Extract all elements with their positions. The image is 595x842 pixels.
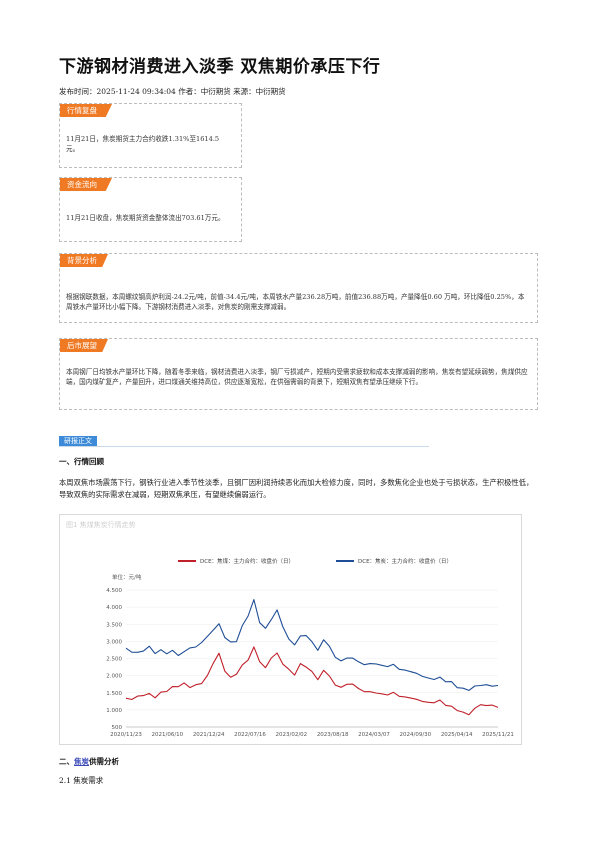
heading-coke-demand: 2.1 焦炭需求 (59, 776, 104, 785)
x-tick-label: 2025/04/14 (441, 732, 473, 738)
review-text: 11月21日，焦炭期货主力合约收跌1.31%至1614.5元。 (66, 135, 220, 153)
outlook-tag: 后市展望 (60, 339, 108, 352)
y-tick-label: 1.000 (106, 708, 122, 714)
outlook-text: 本周钢厂日均铁水产量环比下降，随着冬季来临，钢材消费进入淡季，钢厂亏损减产，短期… (66, 368, 528, 386)
series-line-coke (125, 599, 499, 691)
review-tag: 行情复盘 (60, 104, 112, 117)
chart-title: 图1 焦煤焦炭行情走势 (66, 521, 136, 529)
heading-supply-demand: 二、焦炭供需分析 (59, 756, 119, 767)
x-tick-label: 2023/08/18 (317, 732, 349, 738)
y-tick-label: 1.500 (106, 691, 122, 697)
fund-box: 资金流向 11月21日收盘，焦炭期货资金整体流出703.61万元。 (59, 177, 242, 242)
x-tick-label: 2024/03/07 (358, 732, 390, 738)
chart-svg: 单位：元/吨 4.500 4.000 3.500 3.000 2.500 2.000 1.50… (106, 557, 514, 738)
section-divider (59, 446, 429, 447)
y-tick-label: 4.000 (106, 605, 122, 611)
y-tick-label: 4.500 (106, 588, 122, 594)
y-tick-label: 2.000 (106, 674, 122, 680)
y-tick-label: 3.500 (106, 622, 122, 628)
article-meta: 发布时间：2025-11-24 09:34:04 作者：中衍期货 来源：中衍期货 (59, 87, 286, 96)
y-tick-label: 3.000 (106, 639, 122, 645)
heading-suffix: 供需分析 (89, 757, 119, 766)
y-tick-label: 2.500 (106, 657, 122, 663)
fund-tag: 资金流向 (60, 178, 112, 191)
x-tick-label: 2022/07/16 (234, 732, 266, 738)
article-title: 下游钢材消费进入淡季 双焦期价承压下行 (59, 57, 381, 77)
y-axis-label: 单位：元/吨 (112, 573, 142, 581)
market-review-paragraph: 本周双焦市场震荡下行，钢铁行业进入季节性淡季，且钢厂因利润持续恶化而加大检修力度… (59, 478, 534, 499)
report-section-tag: 研报正文 (59, 436, 97, 447)
background-tag: 背景分析 (60, 254, 108, 267)
fund-text: 11月21日收盘，焦炭期货资金整体流出703.61万元。 (66, 214, 225, 222)
series-line-coking_coal (125, 646, 499, 716)
legend-label-coke: DCE：焦炭：主力合约：收盘价（日） (358, 557, 452, 565)
x-tick-label: 2020/11/23 (110, 732, 142, 738)
background-box: 背景分析 根据钢联数据，本周螺纹钢高炉利润-24.2元/吨，前值-34.4元/吨… (59, 253, 538, 323)
heading-market-review: 一、行情回顾 (59, 457, 104, 466)
x-tick-label: 2025/11/21 (482, 732, 514, 738)
review-box: 行情复盘 11月21日，焦炭期货主力合约收跌1.31%至1614.5元。 (59, 103, 242, 168)
x-tick-label: 2024/09/30 (399, 732, 431, 738)
heading-prefix: 二、 (59, 757, 74, 766)
coke-link[interactable]: 焦炭 (74, 757, 89, 766)
background-text: 根据钢联数据，本周螺纹钢高炉利润-24.2元/吨，前值-34.4元/吨，本周铁水… (66, 293, 525, 311)
price-chart: 图1 焦煤焦炭行情走势 单位：元/吨 4.500 4.000 3.500 3.000 2.… (59, 514, 522, 745)
x-tick-label: 2021/06/10 (151, 732, 183, 738)
legend-label-coking_coal: DCE：焦煤：主力合约：收盘价（日） (200, 557, 294, 565)
outlook-box: 后市展望 本周钢厂日均铁水产量环比下降，随着冬季来临，钢材消费进入淡季，钢厂亏损… (59, 338, 538, 410)
y-tick-label: 500 (112, 725, 123, 731)
x-tick-label: 2023/02/02 (275, 732, 307, 738)
x-tick-label: 2021/12/24 (193, 732, 225, 738)
